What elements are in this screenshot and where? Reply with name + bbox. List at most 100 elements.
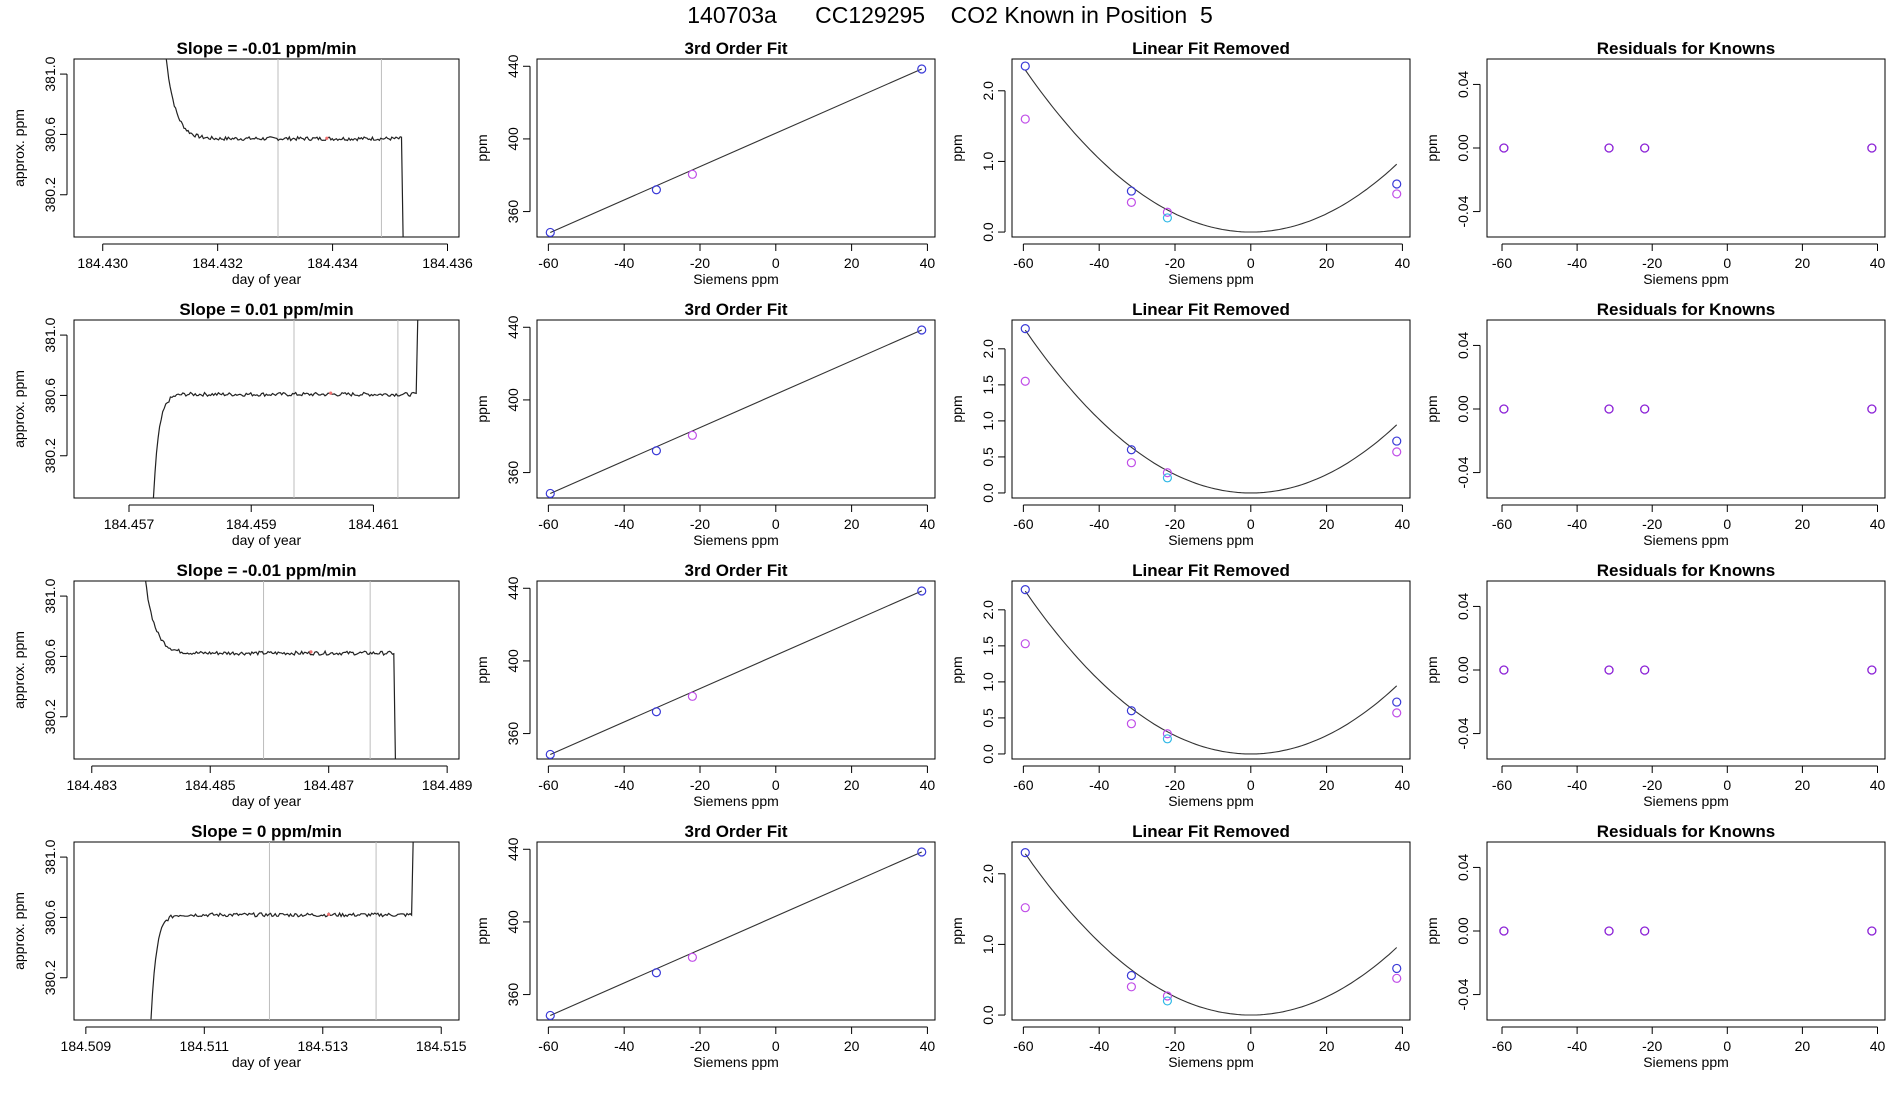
x-axis-label: Siemens ppm <box>693 1054 779 1070</box>
x-tick-label: -20 <box>1165 255 1185 271</box>
y-axis-label: ppm <box>474 917 490 944</box>
chart-title: Residuals for Knowns <box>1597 561 1776 580</box>
x-tick-label: -40 <box>1567 516 1587 532</box>
data-point <box>1162 734 1173 744</box>
x-axis-label: day of year <box>232 532 302 548</box>
quadratic-curve <box>1024 69 1398 233</box>
y-axis-label: ppm <box>1424 656 1440 683</box>
x-tick-label: -60 <box>538 255 558 271</box>
data-point <box>917 847 927 857</box>
data-point <box>1020 61 1030 71</box>
x-tick-label: 20 <box>844 1038 860 1054</box>
x-tick-label: -20 <box>1642 777 1662 793</box>
x-tick-label: -60 <box>1013 255 1033 271</box>
x-tick-label: 20 <box>1795 1038 1811 1054</box>
x-tick-label: 40 <box>920 516 936 532</box>
mean-marker <box>309 650 313 654</box>
data-point <box>1867 143 1877 153</box>
x-tick-label: -60 <box>538 777 558 793</box>
x-tick-label: 0 <box>1247 777 1255 793</box>
y-tick-label: 1.5 <box>980 636 996 656</box>
y-axis-label: ppm <box>1424 917 1440 944</box>
data-point <box>1162 468 1173 478</box>
x-tick-label: -20 <box>690 255 710 271</box>
data-point <box>1020 847 1030 858</box>
x-tick-label: 0 <box>772 777 780 793</box>
x-axis-label: Siemens ppm <box>1168 532 1254 548</box>
mean-marker <box>325 136 329 140</box>
y-tick-label: 440 <box>505 54 521 78</box>
plot-frame <box>1486 319 1886 499</box>
plot-frame <box>1486 580 1886 760</box>
y-axis-label: ppm <box>949 917 965 944</box>
plot-frame <box>1011 319 1411 499</box>
data-point <box>1604 665 1614 675</box>
y-tick-label: 400 <box>505 649 521 673</box>
x-tick-label: 20 <box>844 255 860 271</box>
y-axis-label: approx. ppm <box>11 109 27 187</box>
y-tick-label: 1.0 <box>980 672 996 692</box>
x-tick-label: -40 <box>614 1038 634 1054</box>
x-tick-label: 20 <box>1795 516 1811 532</box>
y-tick-label: 440 <box>505 837 521 861</box>
chart-panel-fit-row-2: 3rd Order Fit -60 -40 -20 0 20 40 Siemens ppm 36… <box>474 300 936 548</box>
x-tick-label: 40 <box>1870 1038 1886 1054</box>
y-tick-label: 360 <box>505 461 521 485</box>
plot-frame <box>1486 841 1886 1021</box>
x-tick-label: -60 <box>1492 255 1512 271</box>
y-tick-label: 380.6 <box>42 117 58 152</box>
x-tick-label: -60 <box>1492 777 1512 793</box>
y-axis-label: approx. ppm <box>11 370 27 448</box>
chart-panel-quad-row-2: Linear Fit Removed -60 -40 -20 0 20 40 Siemens … <box>949 300 1411 548</box>
fit-line <box>550 851 922 1016</box>
x-tick-label: 20 <box>1319 1038 1335 1054</box>
data-point <box>1020 639 1030 649</box>
y-tick-label: 2.0 <box>980 864 996 884</box>
plot-frame <box>1011 58 1411 238</box>
data-point <box>1499 926 1509 936</box>
concentration-trace <box>165 59 404 237</box>
y-axis-label: ppm <box>474 134 490 161</box>
data-area <box>165 59 404 237</box>
data-point <box>1020 324 1030 334</box>
x-tick-label: 40 <box>1870 516 1886 532</box>
x-tick-label: -20 <box>1642 1038 1662 1054</box>
y-tick-label: 0.00 <box>1455 656 1471 683</box>
plot-frame <box>1486 58 1886 238</box>
y-tick-label: 360 <box>505 983 521 1007</box>
x-tick-label: 40 <box>1870 777 1886 793</box>
x-tick-label: 184.432 <box>192 255 243 271</box>
data-area <box>550 851 922 1016</box>
plot-frame <box>73 319 460 499</box>
y-tick-label: 400 <box>505 910 521 934</box>
data-point <box>1392 973 1402 983</box>
data-point <box>1126 186 1137 196</box>
data-point <box>1162 991 1173 1001</box>
data-point <box>1126 197 1137 207</box>
x-tick-label: -60 <box>1013 777 1033 793</box>
data-point <box>1604 143 1614 153</box>
y-tick-label: -0.04 <box>1455 456 1471 488</box>
x-tick-label: 184.511 <box>180 1038 230 1054</box>
chart-panel-trace-row-3: Slope = -0.01 ppm/min 184.483 184.485 184.4… <box>11 561 473 809</box>
chart-title: Linear Fit Removed <box>1132 300 1290 319</box>
y-tick-label: 360 <box>505 722 521 746</box>
data-point <box>917 64 927 74</box>
x-tick-label: 20 <box>1319 255 1335 271</box>
chart-title: Linear Fit Removed <box>1132 39 1290 58</box>
y-axis-label: ppm <box>1424 134 1440 161</box>
y-tick-label: 0.0 <box>980 1005 996 1025</box>
x-tick-label: 40 <box>920 255 936 271</box>
data-point <box>1867 404 1877 414</box>
data-point <box>1499 143 1509 153</box>
data-area <box>550 590 922 755</box>
data-point <box>1640 404 1650 414</box>
y-tick-label: 2.0 <box>980 339 996 359</box>
chart-panel-resid-row-1: Residuals for Knowns -60 -40 -20 0 20 40 Siemen… <box>1424 39 1886 287</box>
plot-frame <box>536 841 936 1021</box>
data-point <box>687 691 698 701</box>
plot-frame <box>536 319 936 499</box>
x-tick-label: 40 <box>1395 1038 1411 1054</box>
y-tick-label: 0.04 <box>1455 71 1471 98</box>
